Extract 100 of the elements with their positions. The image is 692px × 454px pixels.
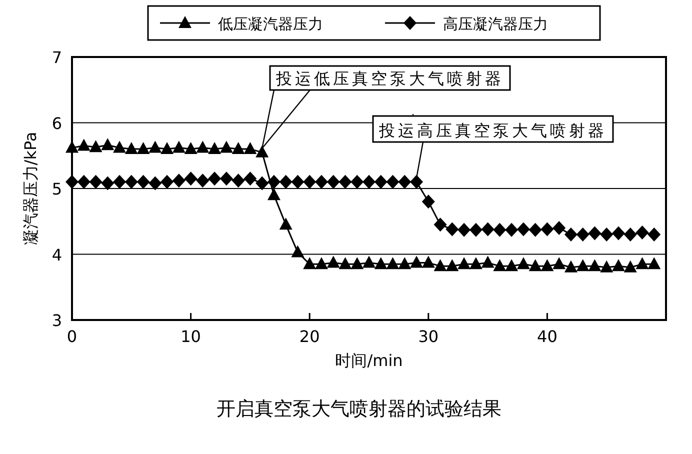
point <box>398 257 412 270</box>
point <box>552 257 566 270</box>
point <box>279 174 292 189</box>
point <box>576 259 590 272</box>
point <box>636 226 649 240</box>
point <box>184 172 198 186</box>
point <box>148 140 162 153</box>
point <box>648 257 661 270</box>
point <box>564 260 578 272</box>
point <box>160 174 174 189</box>
point <box>422 194 435 209</box>
annotation: 投运高压真空泵大气喷射器 <box>378 121 607 140</box>
legend-label: 低压凝汽器压力 <box>218 15 323 33</box>
point <box>552 220 566 235</box>
point <box>624 228 637 242</box>
point <box>279 218 292 230</box>
point <box>493 222 506 237</box>
point <box>208 172 222 186</box>
point <box>338 174 352 189</box>
y-tick-label: 6 <box>52 114 62 133</box>
point <box>481 222 494 236</box>
point <box>314 257 328 270</box>
point <box>493 259 506 272</box>
point <box>564 228 578 242</box>
point <box>196 140 210 153</box>
point <box>505 259 518 272</box>
annotation: 投运低压真空泵大气喷射器 <box>275 69 504 88</box>
point <box>469 222 482 237</box>
point <box>303 174 316 189</box>
point <box>303 257 316 270</box>
point <box>113 140 126 153</box>
point <box>362 174 376 189</box>
point <box>244 172 257 186</box>
x-tick-label: 20 <box>299 327 320 346</box>
point <box>184 142 198 154</box>
y-tick-label: 5 <box>52 180 62 198</box>
y-tick-label: 4 <box>52 245 62 264</box>
point <box>314 174 328 189</box>
point <box>540 222 554 236</box>
point <box>101 138 114 150</box>
point <box>469 257 482 270</box>
point <box>576 228 590 242</box>
point <box>434 218 447 232</box>
point <box>124 142 138 154</box>
point <box>648 228 661 242</box>
point <box>101 176 114 190</box>
y-tick-label: 3 <box>52 311 62 330</box>
point <box>600 228 614 242</box>
y-axis-title: 凝汽器压力/kPa <box>21 132 40 246</box>
legend-label: 高压凝汽器压力 <box>443 15 548 33</box>
point <box>326 174 340 189</box>
point <box>66 174 78 189</box>
y-tick-label: 7 <box>52 48 62 67</box>
point <box>588 226 602 240</box>
point <box>410 256 424 268</box>
point <box>362 256 376 268</box>
point <box>528 222 542 237</box>
x-tick-label: 10 <box>180 327 201 346</box>
text: 开启真空泵大气喷射器的试验结果 <box>216 398 502 420</box>
point <box>636 257 649 270</box>
point <box>374 257 388 270</box>
point <box>113 174 126 189</box>
point <box>398 174 412 189</box>
point <box>291 174 304 189</box>
point <box>516 222 530 236</box>
point <box>326 256 340 268</box>
point <box>600 260 614 272</box>
point <box>256 145 269 158</box>
point <box>256 176 269 190</box>
point <box>89 174 102 189</box>
point <box>172 140 186 153</box>
point <box>540 259 554 272</box>
point <box>386 257 400 270</box>
point <box>386 174 400 189</box>
point <box>481 256 494 268</box>
point <box>244 142 257 154</box>
point <box>232 142 245 154</box>
point <box>338 257 352 270</box>
point <box>208 142 222 154</box>
point <box>612 259 625 272</box>
point <box>160 142 174 154</box>
point <box>446 222 459 236</box>
point <box>77 174 90 189</box>
point <box>291 245 304 258</box>
point <box>136 142 150 154</box>
point <box>422 256 435 268</box>
point <box>516 257 530 270</box>
point <box>350 257 364 270</box>
point <box>434 259 447 272</box>
x-tick-label: 0 <box>66 327 78 346</box>
point <box>89 140 102 152</box>
point <box>124 174 138 189</box>
point <box>612 226 625 240</box>
point <box>374 174 388 189</box>
point <box>410 174 424 189</box>
point <box>588 259 602 272</box>
point <box>528 259 542 272</box>
point <box>220 140 233 153</box>
point <box>458 222 471 237</box>
point <box>196 174 210 188</box>
